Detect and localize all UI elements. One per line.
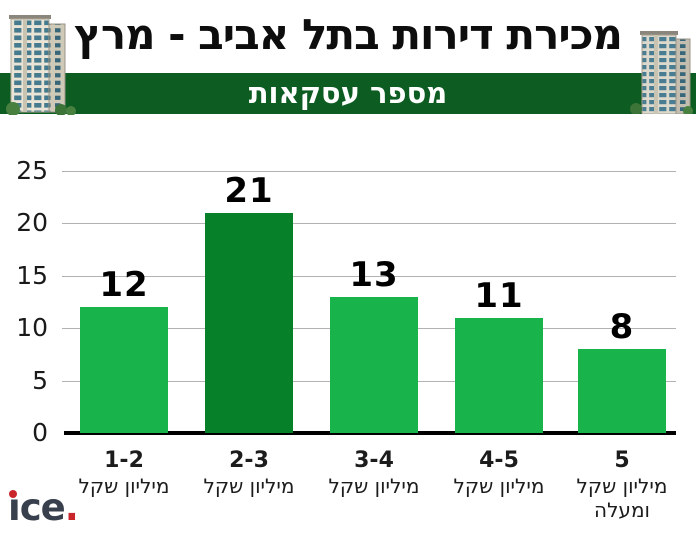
gridline-15: [62, 276, 676, 277]
x-label-unit: מיליון שקל: [328, 474, 420, 498]
bar-1: [80, 307, 168, 433]
bar-5: [578, 349, 666, 433]
y-axis-tick-15: 15: [16, 261, 48, 290]
gridline-25: [62, 171, 676, 172]
x-label-unit: מיליון שקל: [203, 474, 295, 498]
x-label-unit: מיליון שקל: [576, 474, 668, 498]
bar-value-label: 13: [349, 255, 399, 295]
bar-value-label: 12: [99, 265, 149, 305]
logo-period: .: [64, 486, 79, 529]
x-label-suffix: ומעלה: [594, 498, 650, 522]
x-label-range: 5: [614, 448, 630, 473]
x-label-range: 3-4: [354, 448, 394, 473]
x-label-range: 1-2: [104, 448, 144, 473]
x-axis-label: 1-2 מיליון שקל: [59, 448, 189, 498]
bar-value-label: 21: [224, 171, 274, 211]
bar-value-label: 8: [609, 307, 635, 347]
x-axis-label: 5 מיליון שקל ומעלה: [557, 448, 687, 522]
y-axis-tick-25: 25: [16, 156, 48, 185]
logo-letters-ce: ce: [19, 486, 66, 529]
building-right-icon: [630, 31, 693, 114]
building-left-icon: [6, 15, 76, 115]
bar-2: [205, 213, 293, 433]
y-axis-tick-20: 20: [16, 208, 48, 237]
x-label-unit: מיליון שקל: [78, 474, 170, 498]
logo-red-dot-icon: [9, 490, 17, 498]
x-axis-label: 2-3 מיליון שקל: [184, 448, 314, 498]
x-axis-label: 3-4 מיליון שקל: [309, 448, 439, 498]
x-label-range: 2-3: [229, 448, 269, 473]
y-axis-tick-10: 10: [16, 313, 48, 342]
logo-letter-i: ı: [8, 487, 21, 529]
bar-value-label: 11: [474, 276, 524, 316]
y-axis-tick-0: 0: [32, 418, 48, 447]
subtitle-band: מספר עסקאות: [0, 73, 696, 114]
chart-subtitle: מספר עסקאות: [248, 76, 448, 110]
bar-3: [330, 297, 418, 433]
y-axis-tick-5: 5: [32, 366, 48, 395]
x-label-range: 4-5: [479, 448, 519, 473]
x-axis-label: 4-5 מיליון שקל: [434, 448, 564, 498]
chart-title: מכירת דירות בתל אביב - מרץ: [74, 10, 623, 59]
ice-logo: ı ce.: [8, 486, 79, 529]
bar-4: [455, 318, 543, 433]
x-label-unit: מיליון שקל: [453, 474, 545, 498]
gridline-20: [62, 223, 676, 224]
x-axis-line: [64, 431, 676, 435]
